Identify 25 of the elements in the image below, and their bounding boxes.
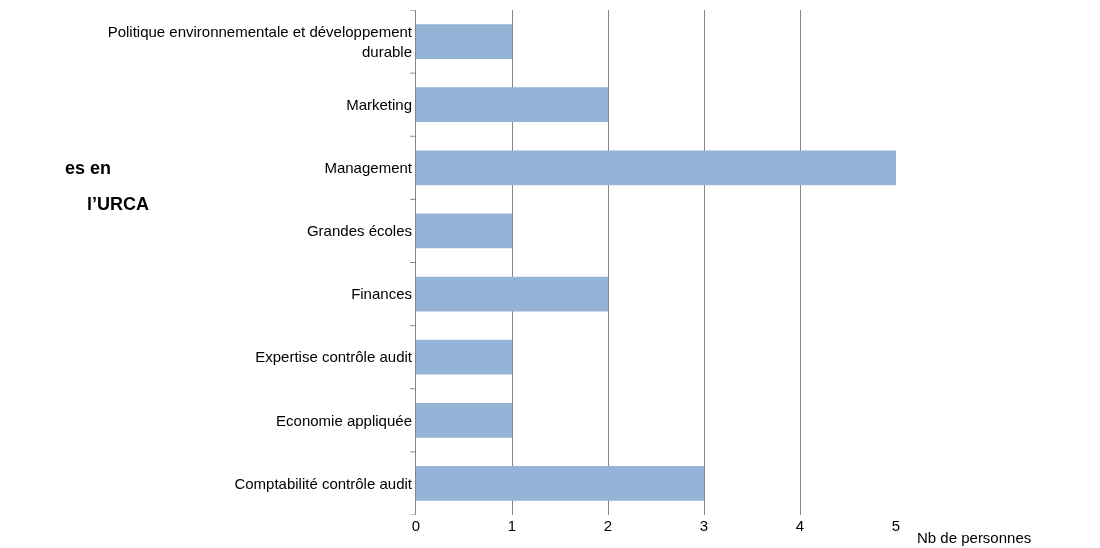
x-tick-label: 4 <box>795 517 805 534</box>
x-tick-label: 2 <box>603 517 613 534</box>
y-tick-label: Politique environnementale et développement durable <box>107 23 413 60</box>
y-tick-label: Economie appliquée <box>276 411 412 429</box>
bar <box>416 87 608 123</box>
bar <box>416 24 512 59</box>
bar <box>416 339 512 375</box>
x-tick-label: 3 <box>699 517 709 534</box>
y-tick-label: Management <box>324 159 413 177</box>
y-tick-label: Expertise contrôle audit <box>255 348 413 366</box>
x-tick-label: 5 <box>891 517 901 534</box>
y-tick-label: Grandes écoles <box>306 222 412 240</box>
text: es en <box>65 158 112 178</box>
y-tick-label: Marketing <box>346 95 412 113</box>
bar <box>416 150 896 186</box>
x-tick-label: 1 <box>507 517 517 534</box>
x-axis-title: Nb de personnes <box>917 529 1032 546</box>
y-tick-label: Finances <box>351 285 412 303</box>
bar <box>416 213 512 249</box>
text: l’URCA <box>87 194 149 214</box>
bar <box>416 466 704 501</box>
y-tick-label: Comptabilité contrôle audit <box>234 474 413 492</box>
bar <box>416 276 608 312</box>
bar <box>416 402 512 438</box>
x-tick-label: 0 <box>411 517 421 534</box>
